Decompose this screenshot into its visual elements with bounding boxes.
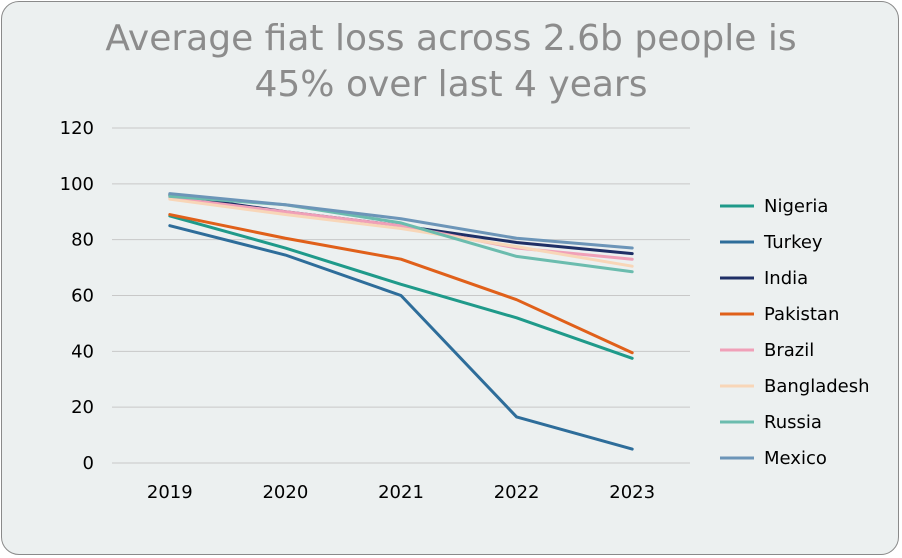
legend-item-bangladesh: Bangladesh [720, 376, 870, 397]
legend-label: Mexico [764, 448, 827, 469]
legend-item-nigeria: Nigeria [720, 196, 828, 217]
y-tick-label: 120 [60, 118, 94, 139]
series-line-mexico [168, 192, 634, 250]
y-tick-label: 60 [71, 286, 94, 307]
series-line-pakistan [168, 213, 634, 355]
y-tick-label: 0 [83, 453, 94, 474]
legend-label: India [764, 268, 808, 289]
series-line-nigeria [168, 214, 634, 360]
legend: Nigeria Turkey India Pakistan Brazil Banglade… [720, 196, 870, 469]
legend-label: Bangladesh [764, 376, 870, 397]
chart-title: Average fiat loss across 2.6b people is … [0, 16, 902, 108]
legend-item-pakistan: Pakistan [720, 304, 839, 325]
legend-label: Pakistan [764, 304, 839, 325]
legend-item-russia: Russia [720, 412, 822, 433]
y-tick-label: 100 [60, 174, 94, 195]
chart-title-line-1: Average fiat loss across 2.6b people is [105, 18, 797, 59]
x-axis: 2019 2020 2021 2022 2023 [147, 482, 655, 503]
x-tick-label: 2022 [494, 482, 540, 503]
legend-item-mexico: Mexico [720, 448, 827, 469]
y-tick-label: 20 [71, 397, 94, 418]
x-tick-label: 2020 [262, 482, 308, 503]
chart-title-line-2: 45% over last 4 years [254, 64, 648, 105]
legend-label: Nigeria [764, 196, 828, 217]
y-axis: 0 20 40 60 80 100 120 [60, 118, 94, 474]
y-tick-label: 40 [71, 341, 94, 362]
series-line-bangladesh [168, 197, 634, 268]
legend-item-turkey: Turkey [720, 232, 823, 253]
legend-item-brazil: Brazil [720, 340, 814, 361]
x-tick-label: 2019 [147, 482, 193, 503]
x-tick-label: 2021 [378, 482, 424, 503]
x-tick-label: 2023 [609, 482, 655, 503]
y-tick-label: 80 [71, 230, 94, 251]
legend-label: Turkey [763, 232, 823, 253]
legend-label: Brazil [764, 340, 814, 361]
legend-label: Russia [764, 412, 822, 433]
legend-item-india: India [720, 268, 808, 289]
series-line-turkey [168, 224, 634, 451]
series-lines [168, 192, 634, 451]
